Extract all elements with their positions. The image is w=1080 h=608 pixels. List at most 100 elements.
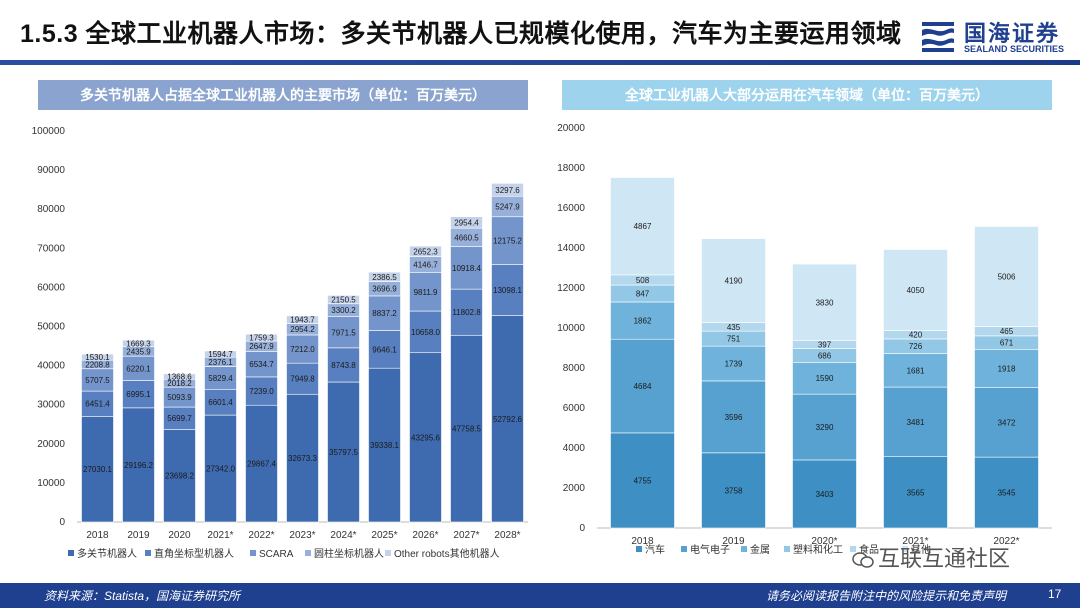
bar-segment <box>974 349 1039 388</box>
watermark-text: 互联互通社区 <box>878 546 1011 571</box>
y-tick-label: 16000 <box>557 203 585 214</box>
bar-segment <box>122 355 155 381</box>
y-tick-label: 20000 <box>37 439 65 450</box>
legend-swatch <box>250 550 256 556</box>
legend-label: 食品 <box>859 543 879 556</box>
x-tick-label: 2018 <box>86 530 109 541</box>
x-tick-label: 2026* <box>412 530 438 541</box>
data-label: 7971.5 <box>331 328 356 337</box>
data-label: 3758 <box>725 486 743 495</box>
data-label: 2150.5 <box>331 296 356 305</box>
y-tick-label: 12000 <box>557 283 585 294</box>
data-label: 7949.8 <box>290 375 315 384</box>
data-label: 5093.9 <box>167 393 192 402</box>
bar-segment <box>122 407 155 523</box>
data-label: 1918 <box>998 364 1016 373</box>
y-tick-label: 50000 <box>37 322 65 333</box>
bar-segment <box>883 456 948 529</box>
data-label: 420 <box>909 331 923 340</box>
bar-segment <box>450 334 483 523</box>
data-label: 5707.5 <box>85 376 110 385</box>
bar-segment <box>610 301 675 340</box>
x-tick-label: 2022* <box>993 536 1019 547</box>
data-label: 32673.3 <box>288 454 317 463</box>
bar-segment <box>81 353 114 361</box>
page-title: 1.5.3 全球工业机器人市场：多关节机器人已规模化使用，汽车为主要运用领域 <box>20 20 902 48</box>
data-label: 1943.7 <box>290 316 315 325</box>
page-number: 17 <box>1048 587 1062 601</box>
y-tick-label: 80000 <box>37 204 65 215</box>
data-label: 3565 <box>907 488 925 497</box>
x-tick-label: 2024* <box>330 530 356 541</box>
y-tick-label: 4000 <box>563 443 586 454</box>
y-tick-label: 14000 <box>557 243 585 254</box>
y-tick-label: 6000 <box>563 403 586 414</box>
x-tick-label: 2028* <box>494 530 520 541</box>
data-label: 4050 <box>907 286 925 295</box>
data-label: 35797.5 <box>329 448 358 457</box>
legend-label: 直角坐标型机器人 <box>154 547 234 560</box>
bar-segment <box>491 315 524 523</box>
x-tick-label: 2022* <box>248 530 274 541</box>
data-label: 29867.4 <box>247 460 276 469</box>
legend-swatch <box>784 546 790 552</box>
bar-segment <box>245 404 278 523</box>
data-label: 3403 <box>816 490 834 499</box>
data-label: 12175.2 <box>493 237 522 246</box>
data-label: 43295.6 <box>411 433 440 442</box>
bar-segment <box>409 245 442 257</box>
y-tick-label: 100000 <box>32 126 66 137</box>
data-label: 4684 <box>634 382 652 391</box>
bar-segment <box>368 367 401 523</box>
data-label: 39338.1 <box>370 441 399 450</box>
data-label: 4867 <box>634 222 652 231</box>
y-tick-label: 70000 <box>37 243 65 254</box>
data-label: 6995.1 <box>126 390 151 399</box>
x-tick-label: 2023* <box>289 530 315 541</box>
data-label: 1530.1 <box>85 353 110 362</box>
legend-label: Other robots其他机器人 <box>394 547 500 560</box>
bar-segment <box>883 386 948 457</box>
x-tick-label: 2021* <box>207 530 233 541</box>
data-label: 2647.9 <box>249 342 274 351</box>
legend-label: 多关节机器人 <box>77 547 137 560</box>
bar-segment <box>491 216 524 265</box>
legend-label: 塑料和化工 <box>793 543 843 556</box>
data-label: 8743.8 <box>331 361 356 370</box>
data-label: 3300.2 <box>331 306 356 315</box>
data-label: 27342.0 <box>206 465 235 474</box>
legend-label: 电气电子 <box>690 543 730 556</box>
data-label: 1368.6 <box>167 373 192 382</box>
data-label: 5699.7 <box>167 414 192 423</box>
data-label: 4660.5 <box>454 233 479 242</box>
bar-segment <box>792 459 857 529</box>
data-label: 3696.9 <box>372 285 397 294</box>
bar-segment <box>122 380 155 409</box>
bar-segment <box>204 388 237 416</box>
data-label: 4190 <box>725 277 743 286</box>
y-tick-label: 0 <box>579 523 585 534</box>
data-label: 847 <box>636 290 650 299</box>
data-label: 6451.4 <box>85 400 110 409</box>
bar-segment <box>204 350 237 358</box>
logo-chinese-name: 国海证券 <box>964 21 1061 46</box>
legend-swatch <box>741 546 747 552</box>
bar-segment <box>610 177 675 276</box>
bar-segment <box>974 387 1039 458</box>
bar-segment <box>792 362 857 395</box>
data-label: 1681 <box>907 366 925 375</box>
legend-swatch <box>145 550 151 556</box>
chat-bubble-icon <box>852 552 874 568</box>
data-label: 9646.1 <box>372 345 397 354</box>
data-label: 9811.9 <box>414 288 438 297</box>
data-label: 751 <box>727 335 741 344</box>
y-tick-label: 60000 <box>37 282 65 293</box>
bar-segment <box>286 362 319 395</box>
bar-segment <box>974 226 1039 327</box>
bar-segment <box>81 390 114 417</box>
data-label: 6534.7 <box>249 360 274 369</box>
data-label: 1862 <box>634 317 652 326</box>
bar-segment <box>409 352 442 523</box>
data-label: 2652.3 <box>413 247 438 256</box>
bar-segment <box>245 376 278 406</box>
